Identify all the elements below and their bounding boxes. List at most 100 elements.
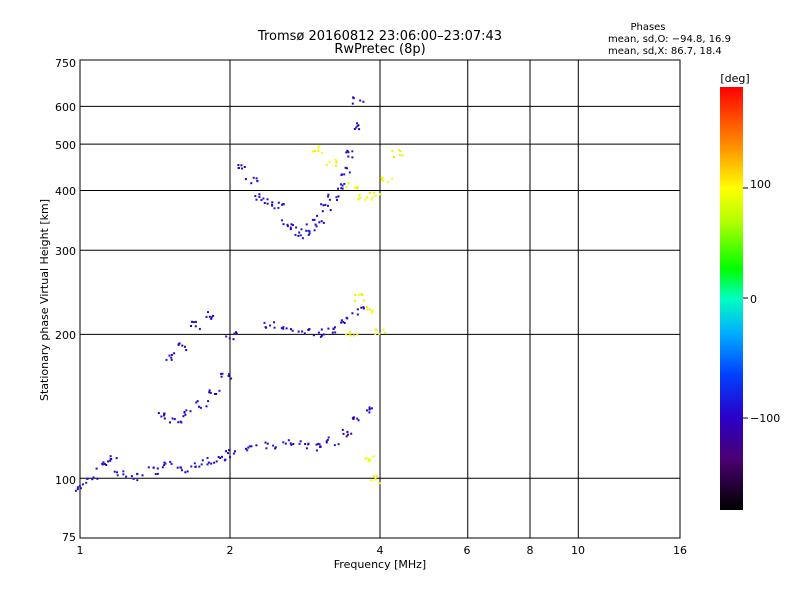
data-point	[319, 335, 322, 338]
data-point	[342, 321, 345, 323]
data-point	[327, 193, 330, 196]
data-point	[190, 465, 193, 468]
data-point	[177, 421, 180, 424]
data-point	[113, 470, 116, 473]
data-point	[308, 232, 311, 235]
data-point	[289, 328, 292, 331]
data-point	[345, 167, 348, 170]
data-point	[185, 349, 188, 351]
data-point	[366, 306, 368, 309]
y-tick-750: 750	[55, 57, 76, 70]
data-point	[357, 124, 360, 127]
data-point	[217, 456, 220, 458]
y-tick-500: 500	[55, 139, 76, 152]
data-point	[305, 447, 308, 450]
data-point	[365, 457, 368, 460]
y-tick-200: 200	[55, 329, 76, 342]
data-point	[307, 233, 310, 236]
y-axis-label: Stationary phase Virtual Height [km]	[38, 199, 51, 401]
data-point	[341, 184, 344, 187]
data-point	[209, 391, 212, 394]
colorbar-ticklabel-neg100: −100	[750, 412, 780, 425]
x-tick-2: 2	[227, 544, 234, 557]
data-point	[194, 466, 197, 468]
data-point	[170, 353, 173, 356]
data-point	[350, 432, 353, 435]
data-point	[198, 327, 201, 330]
data-point	[263, 321, 266, 324]
data-point	[184, 471, 187, 474]
data-point	[340, 321, 342, 324]
data-point	[264, 441, 267, 444]
data-point	[274, 447, 277, 450]
data-point	[195, 401, 198, 404]
x-axis-label: Frequency [MHz]	[334, 558, 426, 571]
data-point	[176, 466, 179, 469]
data-point	[368, 458, 371, 461]
data-point	[317, 442, 320, 445]
data-point	[247, 446, 250, 449]
data-point	[356, 313, 359, 316]
data-point	[327, 195, 329, 198]
data-point	[305, 229, 308, 232]
data-point	[281, 219, 283, 222]
data-point	[320, 328, 323, 331]
data-point	[91, 478, 94, 481]
data-point	[273, 326, 276, 329]
y-tick-400: 400	[55, 185, 76, 198]
data-point	[228, 449, 230, 452]
data-point	[371, 196, 374, 199]
data-point	[378, 332, 381, 335]
data-point	[347, 151, 350, 154]
data-point	[271, 201, 274, 204]
data-point	[248, 445, 251, 448]
data-point	[308, 230, 311, 233]
data-point	[183, 411, 186, 414]
data-point	[220, 372, 223, 375]
data-point	[356, 308, 359, 311]
colorbar-ticklabel-0: 0	[750, 293, 757, 306]
data-point	[160, 415, 163, 418]
data-point	[221, 455, 223, 458]
data-point	[245, 447, 247, 450]
data-point	[335, 164, 337, 167]
data-point	[215, 393, 218, 395]
data-point	[241, 167, 244, 170]
data-point	[352, 417, 355, 420]
data-point	[393, 156, 395, 159]
data-point	[355, 126, 358, 129]
data-point	[163, 414, 166, 417]
data-point	[109, 455, 112, 458]
data-point	[265, 326, 268, 329]
data-point	[292, 224, 294, 226]
data-point	[346, 430, 349, 433]
data-point	[379, 193, 382, 196]
data-points	[74, 96, 404, 492]
data-point	[168, 354, 171, 357]
data-point	[269, 324, 272, 327]
data-point	[230, 377, 233, 380]
data-point	[286, 225, 289, 228]
data-point	[165, 358, 168, 361]
data-point	[352, 416, 355, 419]
x-tick-8: 8	[527, 544, 534, 557]
data-point	[321, 152, 323, 155]
data-point	[315, 449, 318, 452]
data-point	[76, 486, 79, 489]
data-point	[282, 223, 285, 226]
data-point	[171, 417, 174, 420]
data-point	[156, 467, 159, 470]
stats-o-mode: mean, sd,O: −94.8, 16.9	[608, 34, 731, 45]
data-point	[260, 199, 263, 201]
data-point	[366, 308, 369, 311]
data-point	[227, 452, 229, 455]
data-point	[354, 294, 357, 296]
x-tick-16: 16	[673, 544, 687, 557]
data-point	[372, 475, 375, 478]
data-point	[317, 147, 320, 150]
data-point	[122, 470, 125, 473]
data-point	[356, 122, 358, 125]
data-point	[315, 225, 318, 228]
data-point	[179, 420, 182, 423]
data-point	[318, 443, 321, 446]
